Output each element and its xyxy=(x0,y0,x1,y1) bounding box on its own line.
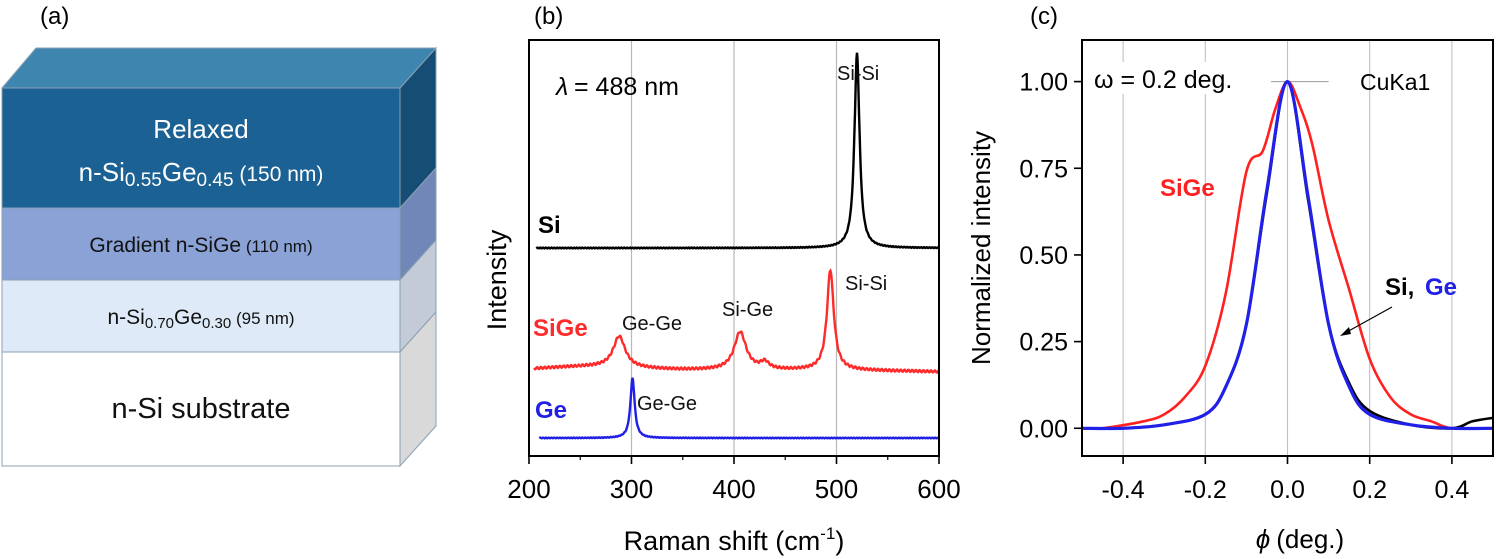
panel-b-label: (b) xyxy=(534,3,563,30)
raman-x-axis-label: Raman shift (cm-1) xyxy=(624,524,845,556)
rocking-x-tick-label: 0.2 xyxy=(1352,476,1387,504)
rocking-x-tick-label: -0.4 xyxy=(1102,476,1145,504)
layer-text-part: 0.55 xyxy=(125,170,162,191)
layer-text-part: (110 nm) xyxy=(241,237,313,256)
rocking-x-axis-label: ϕ (deg.) xyxy=(1256,524,1344,554)
series-label-ge: Ge xyxy=(1425,274,1457,301)
rocking-y-tick-label: 0.75 xyxy=(1019,155,1068,183)
omega-note: ω = 0.2 deg. xyxy=(1094,66,1232,94)
layer-2-label: Gradient n-SiGe (110 nm) xyxy=(89,234,312,257)
raman-series-sige xyxy=(533,268,940,374)
rocking-y-tick-label: 0.50 xyxy=(1019,242,1068,270)
raman-series-si xyxy=(535,52,940,250)
rocking-y-axis-label: Normalized intensity xyxy=(966,131,996,365)
layer-relaxed-sige xyxy=(1,87,401,209)
layer-1-composition: n-Si0.55Ge0.45 (150 nm) xyxy=(79,157,324,191)
rocking-x-tick-label: 0.0 xyxy=(1270,476,1305,504)
rocking-x-tick-label: 0.4 xyxy=(1435,476,1470,504)
layer-text-part: Ge xyxy=(162,157,197,187)
raman-series-label-ge: Ge xyxy=(535,397,567,424)
raman-x-tick-label: 500 xyxy=(815,474,858,504)
layer-text-part: 0.45 xyxy=(197,170,234,191)
raman-peak-annotation: Si-Si xyxy=(845,273,887,295)
layer-text-part: Gradient n-SiGe xyxy=(89,234,241,257)
layer-text-part: n-Si xyxy=(107,306,144,329)
rocking-y-tick-label: 0.00 xyxy=(1019,415,1068,443)
layer-text-part: (95 nm) xyxy=(231,309,294,328)
rocking-curve-chart: -0.4 -0.2 0.0 0.2 0.4 0.00 0.25 0.50 0.75 1.00 ω … xyxy=(966,39,1494,554)
series-label-sige: SiGe xyxy=(1160,175,1215,202)
raman-series-ge xyxy=(538,377,940,440)
raman-x-tick-label: 400 xyxy=(712,474,755,504)
raman-peak-annotation: Si-Si xyxy=(837,63,879,85)
raman-y-axis-label: Intensity xyxy=(482,229,512,330)
layer-1-title: Relaxed xyxy=(153,114,248,144)
raman-x-tick-label: 600 xyxy=(917,474,960,504)
si-ge-pointer-arrow xyxy=(1340,327,1351,336)
raman-chart: 200 300 400 500 600 λ = 488 nm Si SiGe Ge Si-Si… xyxy=(482,39,961,556)
raman-x-tick-label: 300 xyxy=(610,474,653,504)
panel-a-label: (a) xyxy=(40,3,69,30)
layer-text-part: (150 nm) xyxy=(234,163,324,186)
layer-text-part: n-Si substrate xyxy=(112,393,291,425)
raman-peak-annotation: Ge-Ge xyxy=(637,393,697,415)
layer-text-part: 0.30 xyxy=(202,315,231,332)
layer-text-part: n-Si xyxy=(79,157,125,187)
si-ge-pointer-line xyxy=(1344,306,1393,334)
raman-peak-annotation: Ge-Ge xyxy=(622,313,682,335)
layer-gradient-sige xyxy=(1,207,401,281)
layer-3-label: n-Si0.70Ge0.30 (95 nm) xyxy=(107,306,294,332)
omega-note-background xyxy=(1092,62,1260,94)
stack-top-face xyxy=(0,47,438,89)
layer-si-substrate xyxy=(1,351,401,467)
raman-wavelength-note: = 488 nm xyxy=(574,73,679,101)
layer-stack-diagram: Relaxed n-Si0.55Ge0.45 (150 nm) Gradient… xyxy=(0,46,438,468)
rocking-x-tick-label: -0.2 xyxy=(1184,476,1227,504)
raman-x-tick-label: 200 xyxy=(507,474,550,504)
raman-lambda-symbol: λ xyxy=(554,73,568,101)
raman-series-label-sige: SiGe xyxy=(533,315,588,342)
series-label-si: Si, xyxy=(1385,274,1414,301)
layer-4-label: n-Si substrate xyxy=(112,393,291,425)
rocking-series-ge xyxy=(1081,79,1494,431)
layer-text-part: 0.70 xyxy=(145,315,174,332)
raman-series-label-si: Si xyxy=(538,212,561,239)
raman-peak-annotation: Si-Ge xyxy=(722,299,773,321)
rocking-y-tick-label: 0.25 xyxy=(1019,329,1068,357)
layer-text-part: Ge xyxy=(174,306,202,329)
panel-c-label: (c) xyxy=(1030,3,1058,30)
rocking-y-tick-label: 1.00 xyxy=(1019,69,1068,97)
source-note: CuKa1 xyxy=(1360,69,1430,95)
